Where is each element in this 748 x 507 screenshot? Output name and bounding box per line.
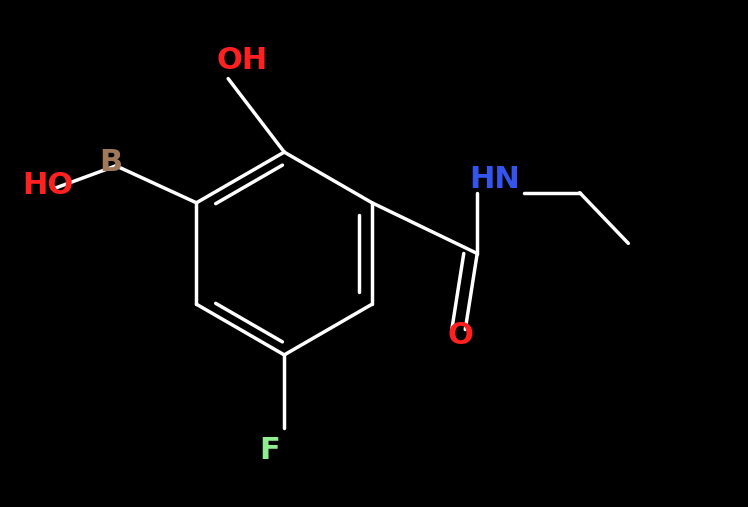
Text: B: B bbox=[99, 148, 122, 177]
Text: HN: HN bbox=[470, 165, 521, 195]
Text: OH: OH bbox=[217, 46, 269, 76]
Text: HO: HO bbox=[22, 170, 74, 200]
Text: F: F bbox=[259, 436, 280, 465]
Text: O: O bbox=[447, 321, 473, 350]
